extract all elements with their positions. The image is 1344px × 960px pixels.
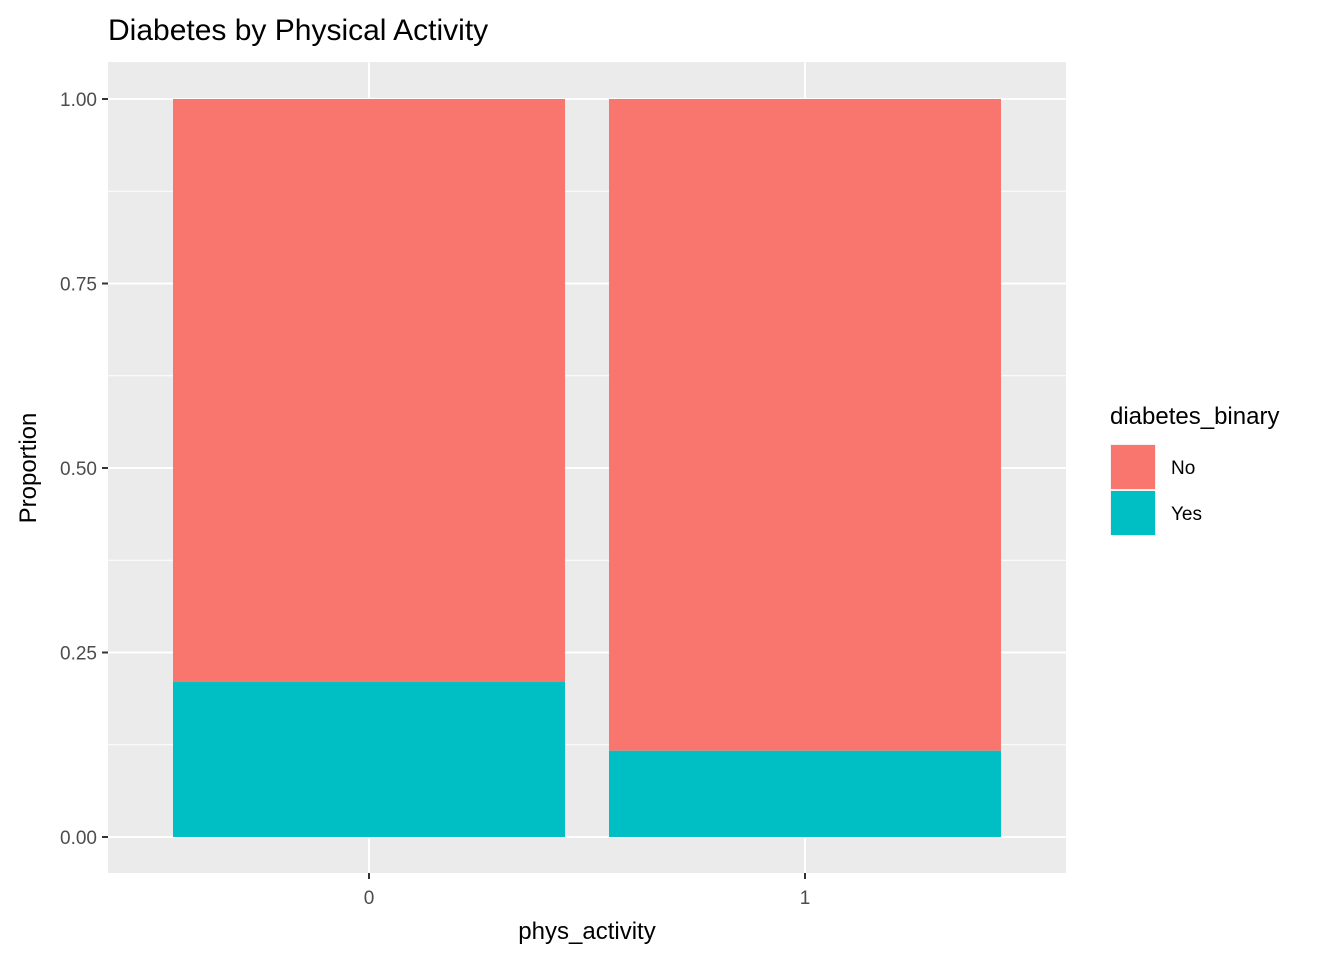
y-tick-label: 0.00 xyxy=(60,828,97,849)
legend-title: diabetes_binary xyxy=(1110,403,1279,430)
x-tick-label: 1 xyxy=(800,888,811,909)
y-axis-title: Proportion xyxy=(15,413,42,524)
legend-key-yes xyxy=(1111,491,1155,535)
x-axis-title: phys_activity xyxy=(518,918,655,945)
bars xyxy=(173,99,1001,837)
legend: diabetes_binary No Yes xyxy=(1110,403,1279,536)
y-tick-label: 0.25 xyxy=(60,644,97,665)
legend-key-no xyxy=(1111,445,1155,489)
bar-no-0 xyxy=(173,99,565,683)
bar-yes-0 xyxy=(173,682,565,837)
y-tick-label: 1.00 xyxy=(60,90,97,111)
legend-label-yes: Yes xyxy=(1171,504,1202,525)
legend-label-no: No xyxy=(1171,458,1195,479)
x-tick-label: 0 xyxy=(364,888,375,909)
y-tick-label: 0.50 xyxy=(60,459,97,480)
bar-yes-1 xyxy=(609,750,1001,837)
chart-title: Diabetes by Physical Activity xyxy=(108,14,488,47)
y-axis: 0.00 0.25 0.50 0.75 1.00 xyxy=(60,90,108,849)
bar-no-1 xyxy=(609,99,1001,751)
y-tick-label: 0.75 xyxy=(60,275,97,296)
